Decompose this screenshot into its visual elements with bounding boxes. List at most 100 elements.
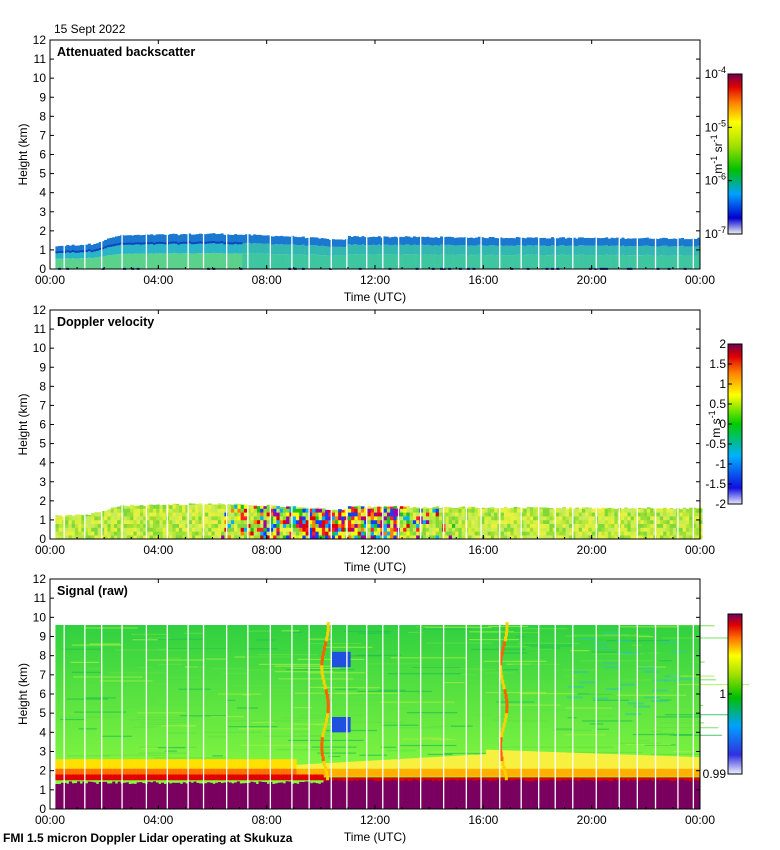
signal-cell [529,777,533,784]
velocity-cell [364,531,368,536]
signal-cell [104,774,108,781]
backscatter-cell [521,254,525,269]
velocity-cell [273,516,277,521]
signal-cell [437,777,441,784]
y-tick-label: 9 [39,630,46,644]
velocity-cell [367,523,371,528]
backscatter-cell [128,242,132,245]
velocity-cell [484,527,488,532]
velocity-cell [373,535,378,540]
velocity-cell [325,512,329,517]
velocity-cell [71,523,76,528]
signal-streak [495,669,519,671]
velocity-cell [230,504,235,509]
velocity-cell [500,512,505,517]
velocity-cell [357,519,362,525]
velocity-cell [494,519,498,525]
velocity-cell [286,531,290,536]
backscatter-cell [635,238,639,246]
velocity-cell [208,503,212,505]
velocity-cell [461,535,466,540]
signal-column [505,698,509,704]
signal-cell [567,768,571,777]
backscatter-cell [353,236,357,245]
velocity-cell [575,531,579,536]
velocity-cell [71,527,76,532]
velocity-cell [513,527,518,532]
backscatter-cell [458,245,462,255]
signal-streak [334,704,374,706]
signal-streak [380,746,397,748]
velocity-cell [555,508,560,513]
velocity-cell [217,535,222,540]
backscatter-cell [610,245,614,255]
signal-cell [312,763,316,771]
signal-streak [138,752,187,754]
signal-streak [147,637,172,639]
velocity-cell [94,527,98,532]
velocity-cell [315,507,319,509]
velocity-cell [383,531,388,536]
signal-cell [664,768,668,777]
signal-cell [515,750,519,771]
velocity-cell [81,531,85,536]
velocity-cell [409,507,414,509]
backscatter-cell [68,258,72,269]
backscatter-cell [115,254,119,269]
backscatter-cell [418,244,422,255]
backscatter-cell [380,254,384,269]
velocity-cell [97,516,102,521]
signal-cell [255,774,259,781]
signal-streak [478,631,540,634]
x-tick-label: 16:00 [468,813,498,827]
velocity-cell [568,519,573,525]
backscatter-cell [507,255,511,269]
velocity-cell [146,512,150,517]
backscatter-cell [104,239,108,248]
backscatter-cell [234,253,238,269]
velocity-cell [601,527,605,532]
backscatter-cell [686,246,690,256]
signal-streak [658,734,674,736]
signal-cell [662,779,666,809]
signal-streak [552,729,592,731]
signal-cell [328,762,332,771]
signal-cell [161,768,165,777]
signal-cell [626,768,630,777]
y-tick-label: 3 [39,205,46,219]
signal-cell [651,755,655,771]
signal-cell [681,756,685,771]
backscatter-cell [475,254,479,269]
signal-cell [247,774,251,781]
velocity-cell [461,516,466,521]
signal-cell [68,759,72,771]
velocity-cell [620,516,625,521]
signal-cell [670,756,674,771]
velocity-cell [221,523,225,528]
backscatter-cell [115,244,119,255]
velocity-cell [581,535,586,540]
backscatter-cell [431,237,435,246]
signal-streak [137,712,186,714]
backscatter-cell [128,235,132,244]
data-gap [166,625,168,809]
backscatter-cell [198,241,202,244]
velocity-cell [286,512,290,517]
backscatter-cell [556,245,560,256]
signal-streak [60,718,86,721]
velocity-cell [146,527,150,532]
velocity-cell [243,531,248,536]
velocity-cell [393,527,397,532]
signal-cell [90,759,94,771]
backscatter-cell [458,237,462,246]
velocity-cell [490,519,495,525]
backscatter-cell [350,244,354,255]
velocity-cell [328,527,332,532]
backscatter-cell [131,235,135,244]
signal-streak [651,679,668,682]
velocity-cell [71,515,76,517]
backscatter-cell [142,253,146,269]
signal-cell [60,782,64,809]
signal-cell [532,768,536,777]
data-gap [554,311,556,539]
